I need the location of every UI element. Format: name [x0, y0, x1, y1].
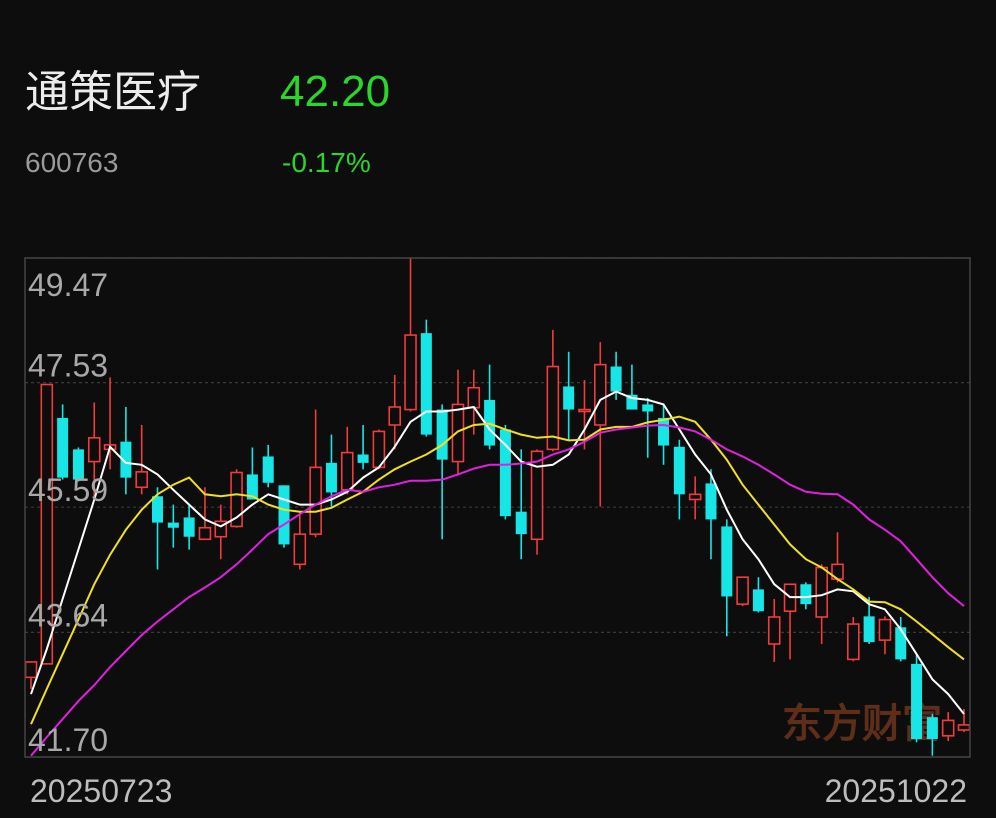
price-change: -0.17% — [282, 147, 371, 178]
candle-body — [120, 441, 132, 478]
candle-body — [230, 471, 243, 528]
candle-body — [546, 365, 560, 451]
candle-body — [325, 462, 337, 493]
candle-body — [736, 576, 749, 605]
x-tick-label: 20251022 — [825, 773, 967, 809]
candle-body — [626, 394, 638, 410]
stock-name: 通策医疗 — [25, 67, 201, 118]
candle-body — [24, 661, 38, 679]
candle-body — [262, 456, 274, 483]
candle-body — [309, 466, 322, 535]
y-tick-label: 49.47 — [28, 267, 108, 303]
candle-body — [167, 522, 179, 528]
y-tick-label: 45.59 — [28, 472, 108, 508]
candle-body — [340, 451, 354, 491]
y-tick-label: 41.70 — [28, 722, 108, 758]
candle-body — [642, 404, 654, 412]
y-tick-label: 47.53 — [28, 348, 108, 384]
candle-body — [183, 517, 195, 537]
candle-body — [926, 717, 938, 740]
candle-body — [499, 429, 511, 517]
candles — [24, 258, 971, 756]
grid — [25, 257, 970, 758]
y-tick-label: 43.64 — [28, 597, 108, 633]
candle-body — [610, 366, 622, 392]
candle-body — [87, 437, 101, 463]
plot-frame — [24, 257, 971, 758]
stock-code: 600763 — [25, 147, 118, 178]
candle-body — [688, 493, 702, 501]
candle-body — [357, 454, 369, 463]
candle-body — [563, 386, 575, 410]
candle-body — [911, 663, 923, 740]
candle-body — [941, 719, 955, 737]
candle-body — [705, 483, 717, 520]
candle-body — [658, 417, 670, 446]
labels: 41.70 43.64 45.59 47.53 49.47 20250723 2025102… — [28, 267, 967, 809]
candle-body — [278, 485, 290, 545]
candle-body — [895, 627, 907, 660]
candle-body — [72, 449, 84, 480]
candle-body — [57, 417, 69, 478]
moving-average-line — [30, 415, 965, 725]
candle-body — [467, 386, 481, 409]
candle-body — [847, 623, 860, 661]
candle-body — [957, 724, 971, 731]
candle-body — [388, 406, 402, 426]
candle-body — [135, 471, 148, 489]
moving-average-line — [30, 423, 965, 757]
candle-body — [815, 566, 828, 618]
candle-body — [578, 408, 591, 413]
candle-body — [214, 520, 228, 538]
candle-body — [198, 526, 212, 541]
candle-body — [767, 616, 781, 645]
x-tick-label: 20250723 — [30, 773, 172, 809]
candle-body — [246, 474, 258, 500]
candle-body — [293, 533, 307, 566]
candle-body — [800, 584, 812, 605]
candle-body — [721, 526, 733, 597]
candle-body — [404, 334, 417, 411]
candle-body — [152, 496, 164, 523]
candle-body — [40, 383, 54, 665]
candle-body — [451, 403, 465, 463]
candle-body — [593, 363, 607, 426]
average-lines — [30, 390, 965, 757]
candle-body — [878, 618, 892, 641]
moving-average-line — [30, 390, 965, 715]
candle-body — [673, 446, 685, 495]
candle-body — [420, 333, 432, 435]
candle-body — [515, 511, 527, 535]
stock-price: 42.20 — [280, 67, 390, 116]
candle-body — [752, 589, 764, 612]
candle-body — [863, 616, 875, 643]
candle-body — [436, 409, 448, 460]
candle-body — [530, 450, 544, 541]
